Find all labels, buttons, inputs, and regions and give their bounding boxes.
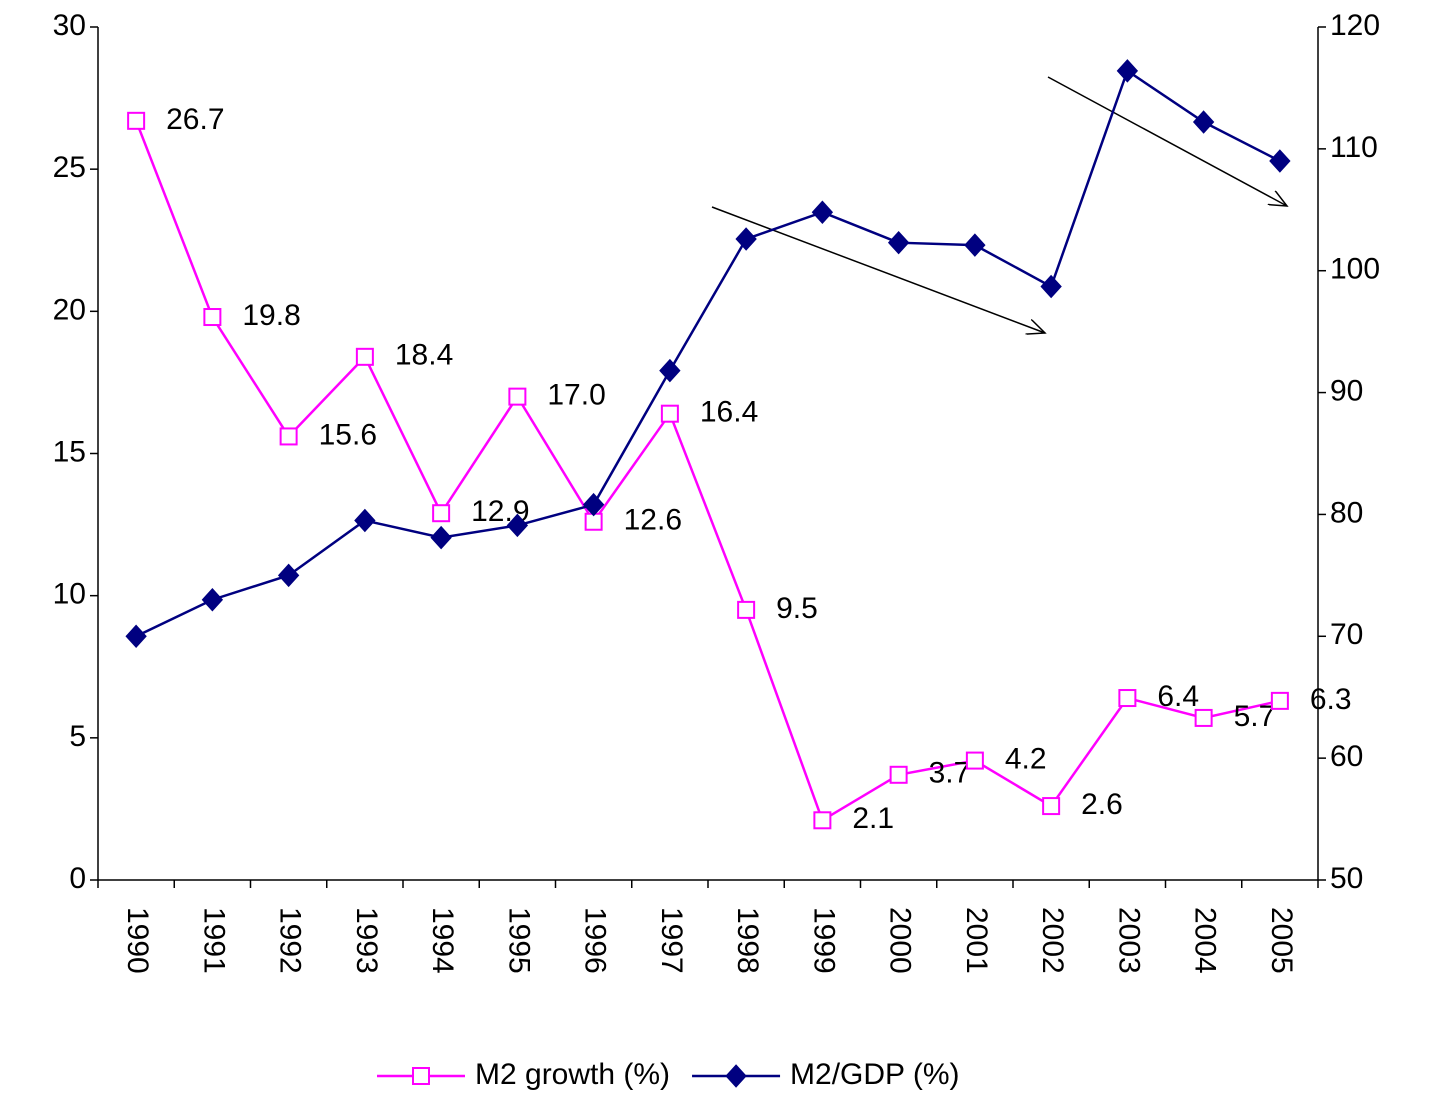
trend-arrow — [1047, 76, 1287, 206]
data-point — [965, 751, 984, 770]
data-point — [964, 233, 986, 257]
data-point — [201, 587, 224, 612]
data-label: 2.6 — [1081, 788, 1123, 821]
legend-marker — [412, 1067, 430, 1085]
data-point — [887, 230, 910, 255]
data-point — [659, 358, 681, 383]
x-tick-label: 2000 — [884, 907, 917, 974]
y2-tick-label: 90 — [1330, 374, 1363, 407]
data-label: 9.5 — [776, 592, 818, 625]
data-point — [125, 624, 147, 649]
data-label: 17.0 — [547, 379, 605, 412]
data-point — [354, 508, 376, 533]
data-point — [1116, 59, 1139, 83]
y-tick-label: 10 — [53, 578, 86, 611]
data-point — [1270, 691, 1289, 710]
x-tick-label: 1994 — [426, 907, 459, 974]
x-tick-label: 2003 — [1112, 907, 1145, 974]
data-point — [660, 404, 679, 423]
y2-tick-label: 100 — [1330, 253, 1380, 286]
x-tick-label: 1995 — [502, 907, 535, 974]
data-point — [1269, 149, 1291, 173]
x-tick-label: 2001 — [960, 907, 993, 974]
legend-marker — [725, 1064, 747, 1088]
data-label: 18.4 — [395, 339, 453, 372]
data-point — [355, 347, 374, 366]
x-tick-label: 2002 — [1036, 907, 1069, 974]
y2-tick-label: 60 — [1330, 740, 1363, 773]
legend-label: M2/GDP (%) — [790, 1058, 959, 1091]
y-tick-label: 30 — [53, 9, 86, 42]
y-tick-label: 15 — [53, 435, 86, 468]
x-tick-label: 1998 — [731, 907, 764, 974]
data-label: 12.6 — [624, 504, 682, 537]
y-tick-label: 20 — [53, 293, 86, 326]
data-point — [203, 308, 222, 327]
data-point — [582, 492, 605, 517]
data-label: 15.6 — [319, 418, 377, 451]
trend-arrow — [711, 206, 1045, 333]
series-line — [135, 68, 1281, 638]
data-point — [735, 227, 757, 251]
data-label: 2.1 — [852, 802, 894, 835]
y2-tick-label: 120 — [1330, 9, 1380, 42]
y-tick-label: 25 — [53, 151, 86, 184]
x-tick-label: 1993 — [350, 907, 383, 974]
data-point — [811, 200, 834, 224]
data-point — [1192, 110, 1215, 134]
x-tick-label: 1990 — [121, 907, 154, 974]
data-point — [279, 427, 298, 446]
x-tick-label: 2005 — [1265, 907, 1298, 974]
data-label: 6.4 — [1157, 680, 1199, 713]
data-point — [506, 513, 529, 538]
y-tick-label: 5 — [69, 720, 86, 753]
data-label: 19.8 — [242, 299, 300, 332]
series-line — [134, 120, 1281, 823]
data-point — [1118, 689, 1137, 708]
data-point — [813, 811, 832, 830]
data-point — [1040, 274, 1062, 299]
data-point — [127, 111, 146, 130]
x-tick-label: 1992 — [274, 907, 307, 974]
x-tick-label: 2004 — [1189, 907, 1222, 974]
y2-tick-label: 110 — [1330, 131, 1378, 164]
data-point — [737, 600, 756, 619]
x-tick-label: 1996 — [579, 907, 612, 974]
x-tick-label: 1999 — [807, 907, 840, 974]
data-label: 4.2 — [1005, 743, 1047, 776]
data-label: 5.7 — [1234, 700, 1276, 733]
data-label: 16.4 — [700, 396, 758, 429]
data-point — [277, 563, 300, 588]
data-label: 3.7 — [929, 757, 971, 790]
y2-tick-label: 70 — [1330, 618, 1363, 651]
legend-label: M2 growth (%) — [475, 1058, 670, 1091]
x-tick-label: 1997 — [655, 907, 688, 974]
data-point — [432, 504, 451, 523]
y2-tick-label: 80 — [1330, 496, 1363, 529]
y2-tick-label: 50 — [1330, 862, 1363, 895]
data-point — [1194, 708, 1213, 727]
data-point — [508, 387, 527, 406]
data-point — [1042, 797, 1061, 816]
data-point — [430, 525, 452, 550]
x-tick-label: 1991 — [197, 907, 230, 974]
data-label: 26.7 — [166, 103, 224, 136]
y-tick-label: 0 — [69, 862, 86, 895]
data-label: 6.3 — [1310, 683, 1352, 716]
data-point — [889, 765, 908, 784]
